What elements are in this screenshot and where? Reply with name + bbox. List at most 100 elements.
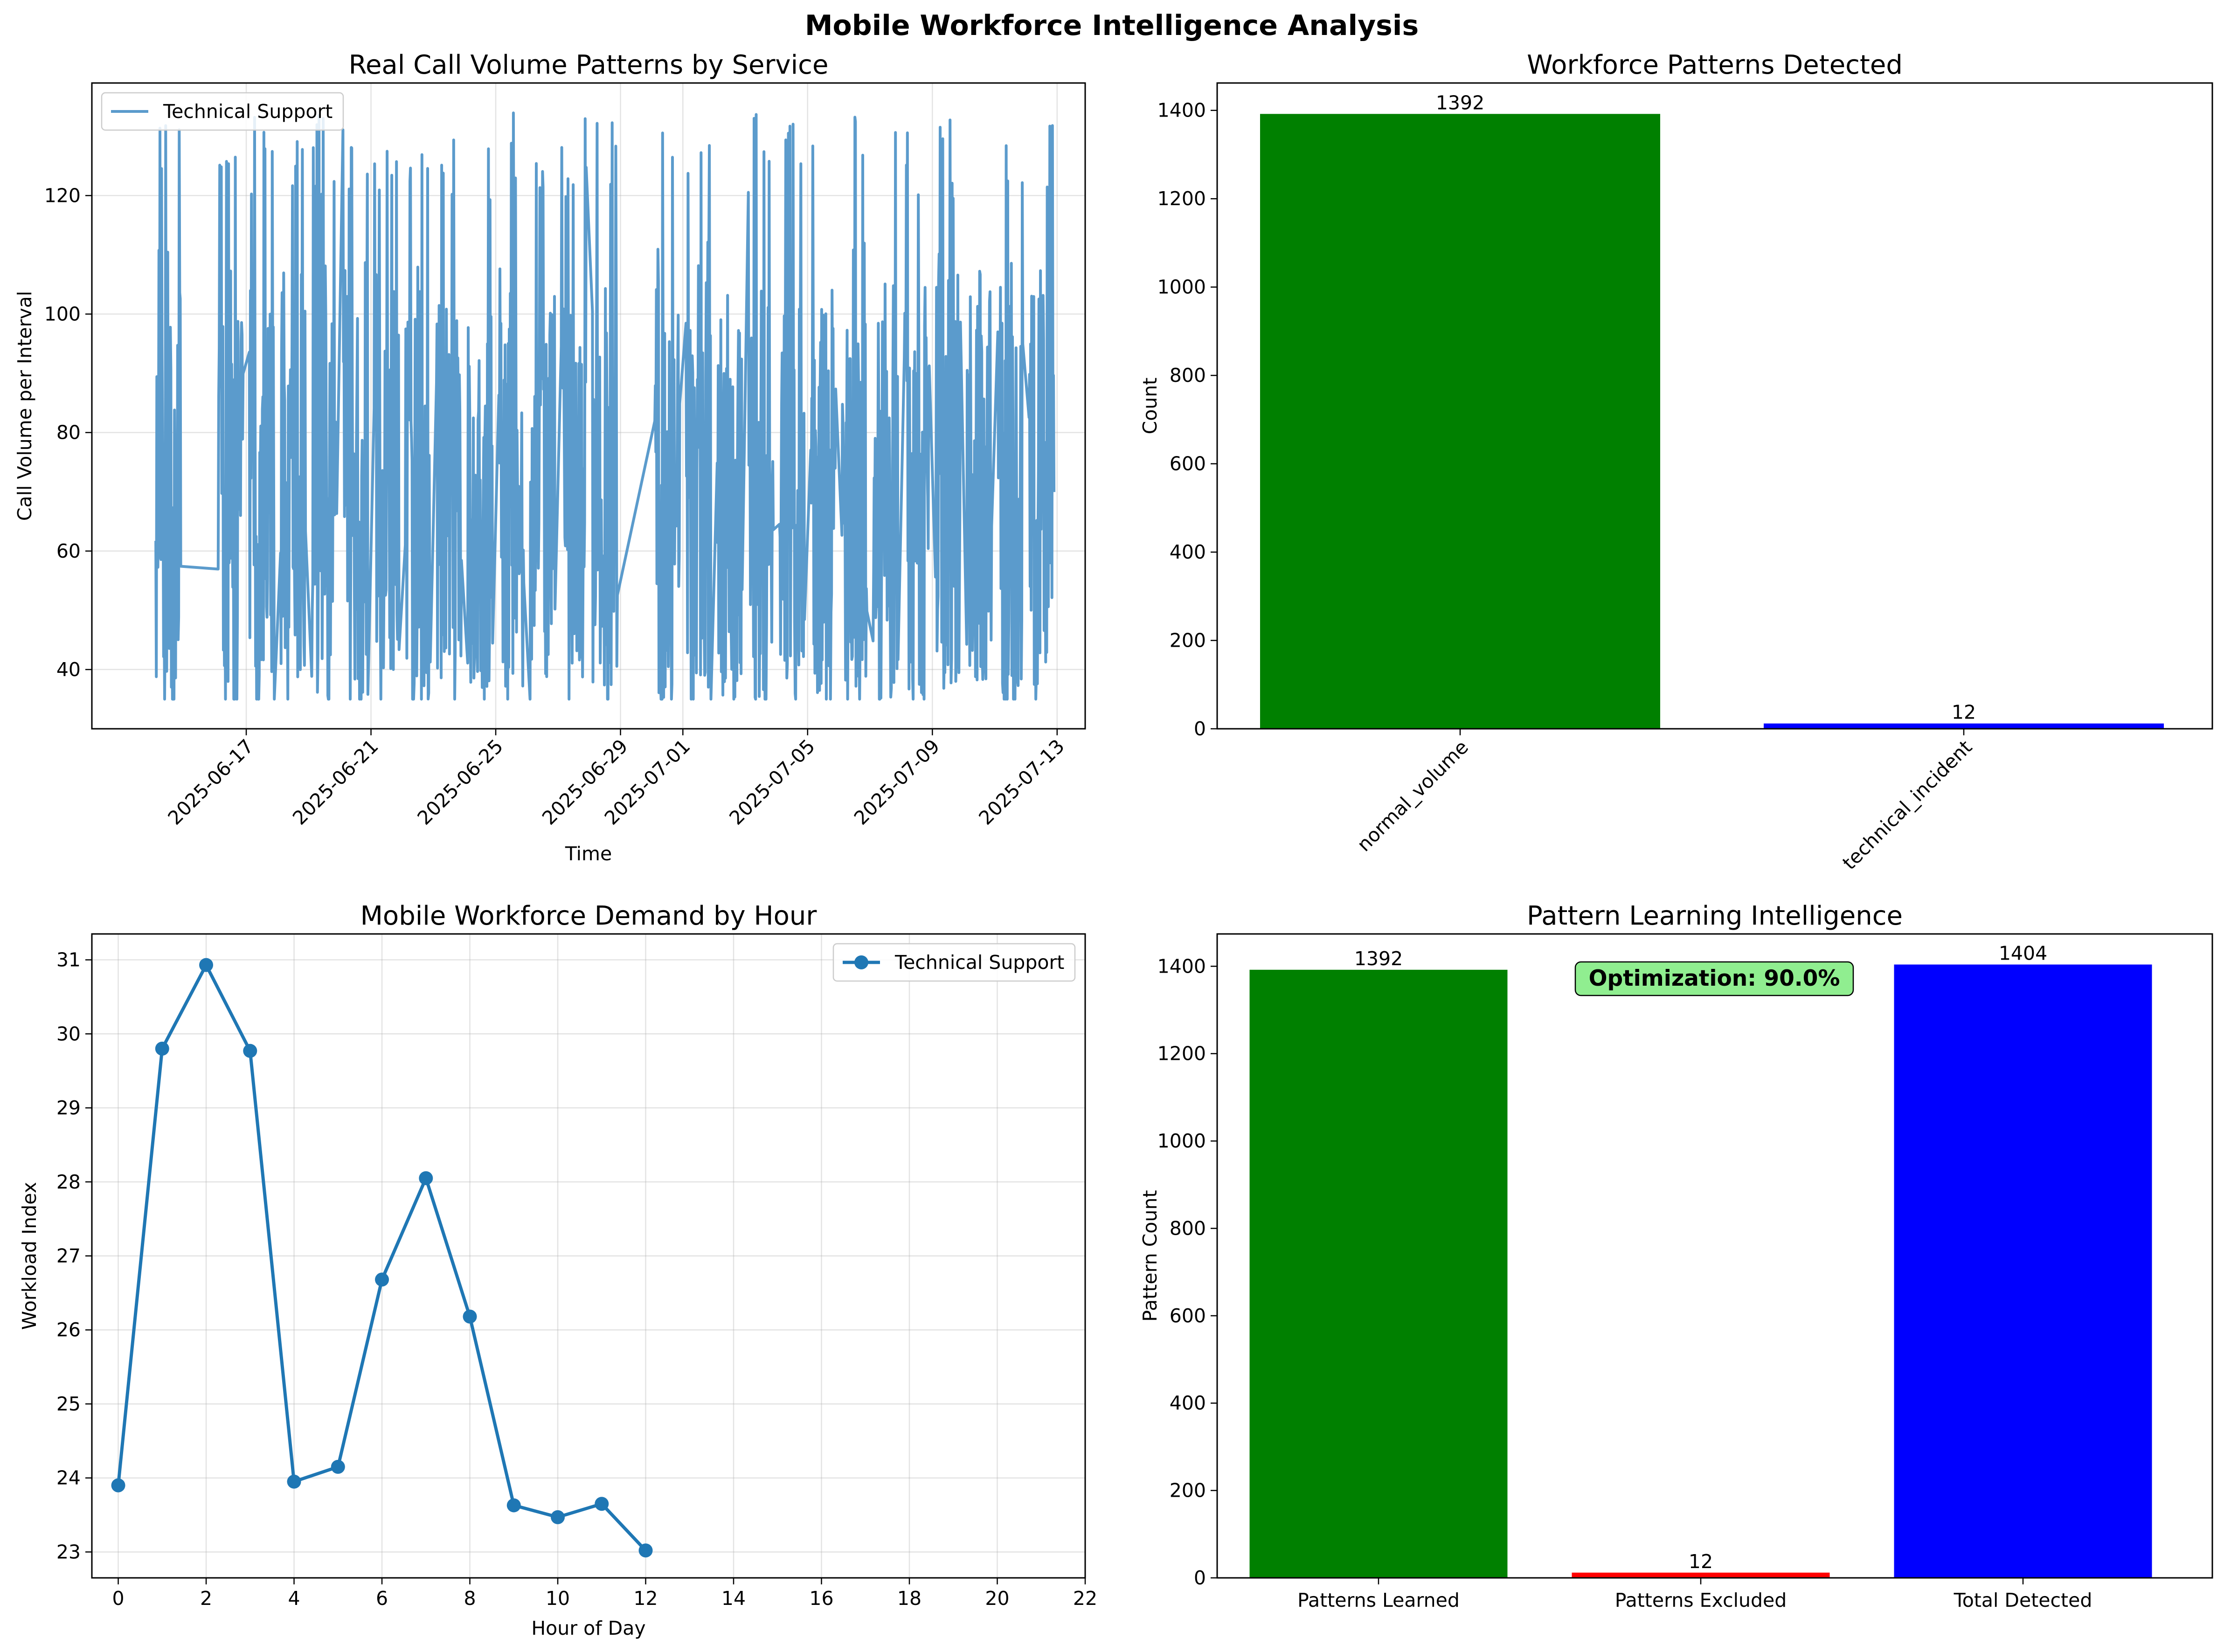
chart-demand-by-hour-y-tick-label: 24 <box>56 1467 81 1489</box>
chart-demand-by-hour-data-point <box>638 1543 653 1558</box>
chart-demand-by-hour-data-point <box>155 1042 169 1056</box>
chart-call-volume-x-tick-label: 2025-07-09 <box>850 735 944 829</box>
chart-learning-intelligence-axes-frame <box>1216 933 2213 1579</box>
chart-demand-by-hour-y-tick-label: 23 <box>56 1541 81 1563</box>
chart-call-volume-x-tick-label: 2025-06-17 <box>164 735 258 829</box>
chart-demand-by-hour-data-point <box>111 1478 125 1493</box>
chart-demand-by-hour: 0 2 4 6 8 10 12 14 16 18 20 22232425262728293031Wor… <box>18 901 1097 1639</box>
chart-learning-intelligence-bar <box>1572 1572 1830 1578</box>
chart-learning-intelligence-y-tick-label: 1200 <box>1157 1043 1206 1065</box>
chart-learning-intelligence-y-tick-label: 0 <box>1194 1567 1206 1589</box>
chart-call-volume-x-tick-label: 2025-07-13 <box>974 735 1068 829</box>
chart-demand-by-hour-data-point <box>287 1474 301 1489</box>
chart-learning-intelligence-y-tick-label: 1400 <box>1157 955 1206 977</box>
chart-call-volume-title: Real Call Volume Patterns by Service <box>349 50 829 80</box>
chart-demand-by-hour-xlabel: Hour of Day <box>531 1617 645 1639</box>
chart-learning-intelligence-bar-value-label: 12 <box>1689 1550 1713 1573</box>
chart-call-volume-y-tick-label: 60 <box>56 540 81 562</box>
chart-demand-by-hour-x-tick-label: 18 <box>897 1587 921 1610</box>
chart-patterns-detected-bar-value-label: 1392 <box>1436 91 1484 114</box>
chart-learning-intelligence-ylabel: Pattern Count <box>1139 1190 1161 1321</box>
chart-demand-by-hour-legend: Technical Support <box>832 943 1076 982</box>
chart-demand-by-hour-x-tick-label: 6 <box>376 1587 388 1610</box>
chart-patterns-detected-category-label: normal_volume <box>1353 736 1473 856</box>
chart-learning-intelligence-y-tick-label: 400 <box>1170 1392 1206 1414</box>
chart-learning-intelligence-title: Pattern Learning Intelligence <box>1527 901 1903 931</box>
chart-call-volume-axes-frame <box>91 82 1086 730</box>
chart-demand-by-hour-data-point <box>419 1171 433 1185</box>
chart-learning-intelligence-annotation: Optimization: 90.0% <box>1574 961 1854 996</box>
chart-learning-intelligence-category-label: Total Detected <box>1954 1589 2092 1611</box>
chart-call-volume-y-tick-label: 80 <box>56 422 81 444</box>
chart-demand-by-hour-ylabel: Workload Index <box>18 1182 41 1330</box>
chart-learning-intelligence-y-tick-label: 200 <box>1170 1479 1206 1502</box>
chart-call-volume-y-tick-label: 120 <box>44 184 81 207</box>
chart-demand-by-hour-y-tick-label: 28 <box>56 1171 81 1193</box>
chart-demand-by-hour-legend-label: Technical Support <box>894 951 1064 974</box>
chart-learning-intelligence-y-tick-label: 600 <box>1170 1305 1206 1327</box>
chart-demand-by-hour-legend-box <box>832 943 1076 982</box>
chart-patterns-detected-title: Workforce Patterns Detected <box>1527 50 1903 80</box>
chart-demand-by-hour-x-tick-label: 14 <box>721 1587 746 1610</box>
chart-demand-by-hour-y-tick-label: 25 <box>56 1393 81 1415</box>
chart-demand-by-hour-data-point <box>199 958 214 972</box>
chart-demand-by-hour-x-tick-label: 8 <box>464 1587 476 1610</box>
chart-patterns-detected-y-tick-label: 200 <box>1170 629 1206 652</box>
chart-learning-intelligence-bar-value-label: 1392 <box>1354 947 1403 970</box>
chart-call-volume-x-tick-label: 2025-07-05 <box>725 735 819 829</box>
chart-demand-by-hour-x-tick-label: 20 <box>985 1587 1009 1610</box>
chart-demand-by-hour-axes-frame <box>91 933 1086 1579</box>
chart-demand-by-hour-x-tick-label: 16 <box>809 1587 833 1610</box>
chart-learning-intelligence-bar <box>1249 969 1508 1578</box>
chart-demand-by-hour-data-point <box>595 1497 609 1511</box>
chart-demand-by-hour-x-tick-label: 12 <box>633 1587 658 1610</box>
chart-demand-by-hour-data-point <box>551 1510 565 1524</box>
chart-call-volume-series-line <box>154 111 1056 701</box>
chart-call-volume: 2025-06-17 2025-06-21 2025-06-25 2025-06-29… <box>14 50 1086 865</box>
chart-call-volume-x-tick-label: 2025-06-21 <box>288 735 382 829</box>
chart-patterns-detected-y-tick-label: 1000 <box>1157 276 1206 298</box>
chart-patterns-detected-category-label: technical_incident <box>1838 736 1977 874</box>
chart-learning-intelligence-bar-value-label: 1404 <box>1999 942 2047 965</box>
chart-patterns-detected-y-tick-label: 400 <box>1170 541 1206 563</box>
chart-patterns-detected-y-tick-label: 0 <box>1194 718 1206 740</box>
chart-learning-intelligence-bar <box>1894 964 2152 1578</box>
chart-demand-by-hour-title: Mobile Workforce Demand by Hour <box>360 901 818 931</box>
chart-patterns-detected-axes-frame <box>1216 82 2213 730</box>
chart-demand-by-hour-y-tick-label: 26 <box>56 1319 81 1341</box>
chart-demand-by-hour-x-tick-label: 4 <box>288 1587 300 1610</box>
chart-learning-intelligence-y-tick-label: 1000 <box>1157 1130 1206 1152</box>
chart-patterns-detected-y-tick-label: 600 <box>1170 453 1206 475</box>
chart-call-volume-y-tick-label: 100 <box>44 303 81 325</box>
chart-patterns-detected-bar-value-label: 12 <box>1952 701 1976 724</box>
chart-patterns-detected-y-tick-label: 1200 <box>1157 187 1206 210</box>
chart-demand-by-hour-x-tick-label: 22 <box>1073 1587 1097 1610</box>
chart-call-volume-legend-box <box>101 92 344 131</box>
chart-demand-by-hour-y-tick-label: 30 <box>56 1023 81 1045</box>
chart-patterns-detected-ylabel: Count <box>1139 378 1161 435</box>
chart-call-volume-x-tick-label: 2025-06-25 <box>413 735 507 829</box>
chart-patterns-detected: 0 200 400 600 800 1000 1200 1400 Count 1392 normal… <box>1139 50 2213 874</box>
chart-demand-by-hour-legend-marker <box>854 955 868 969</box>
chart-demand-by-hour-data-point <box>375 1272 389 1287</box>
chart-demand-by-hour-data-point <box>331 1459 345 1474</box>
chart-demand-by-hour-y-tick-label: 27 <box>56 1245 81 1267</box>
chart-learning-intelligence-y-tick-label: 800 <box>1170 1217 1206 1239</box>
figure-title: Mobile Workforce Intelligence Analysis <box>805 9 1419 42</box>
chart-patterns-detected-y-tick-label: 1400 <box>1157 99 1206 122</box>
chart-demand-by-hour-data-point <box>506 1498 521 1513</box>
chart-demand-by-hour-y-tick-label: 29 <box>56 1097 81 1119</box>
chart-learning-intelligence-annotation-box <box>1574 961 1854 996</box>
chart-patterns-detected-bar <box>1260 114 1660 729</box>
chart-call-volume-xlabel: Time <box>565 843 612 865</box>
chart-patterns-detected-bar <box>1764 723 2164 729</box>
chart-demand-by-hour-x-tick-label: 0 <box>112 1587 125 1610</box>
chart-learning-intelligence: 0 200 400 600 800 1000 1200 1400 Pattern Count 13… <box>1139 901 2213 1611</box>
chart-call-volume-legend-label: Technical Support <box>163 100 333 123</box>
chart-patterns-detected-y-tick-label: 800 <box>1170 364 1206 387</box>
chart-demand-by-hour-data-point <box>243 1044 257 1058</box>
chart-call-volume-y-tick-label: 40 <box>56 658 81 681</box>
chart-call-volume-legend: Technical Support <box>101 92 344 131</box>
